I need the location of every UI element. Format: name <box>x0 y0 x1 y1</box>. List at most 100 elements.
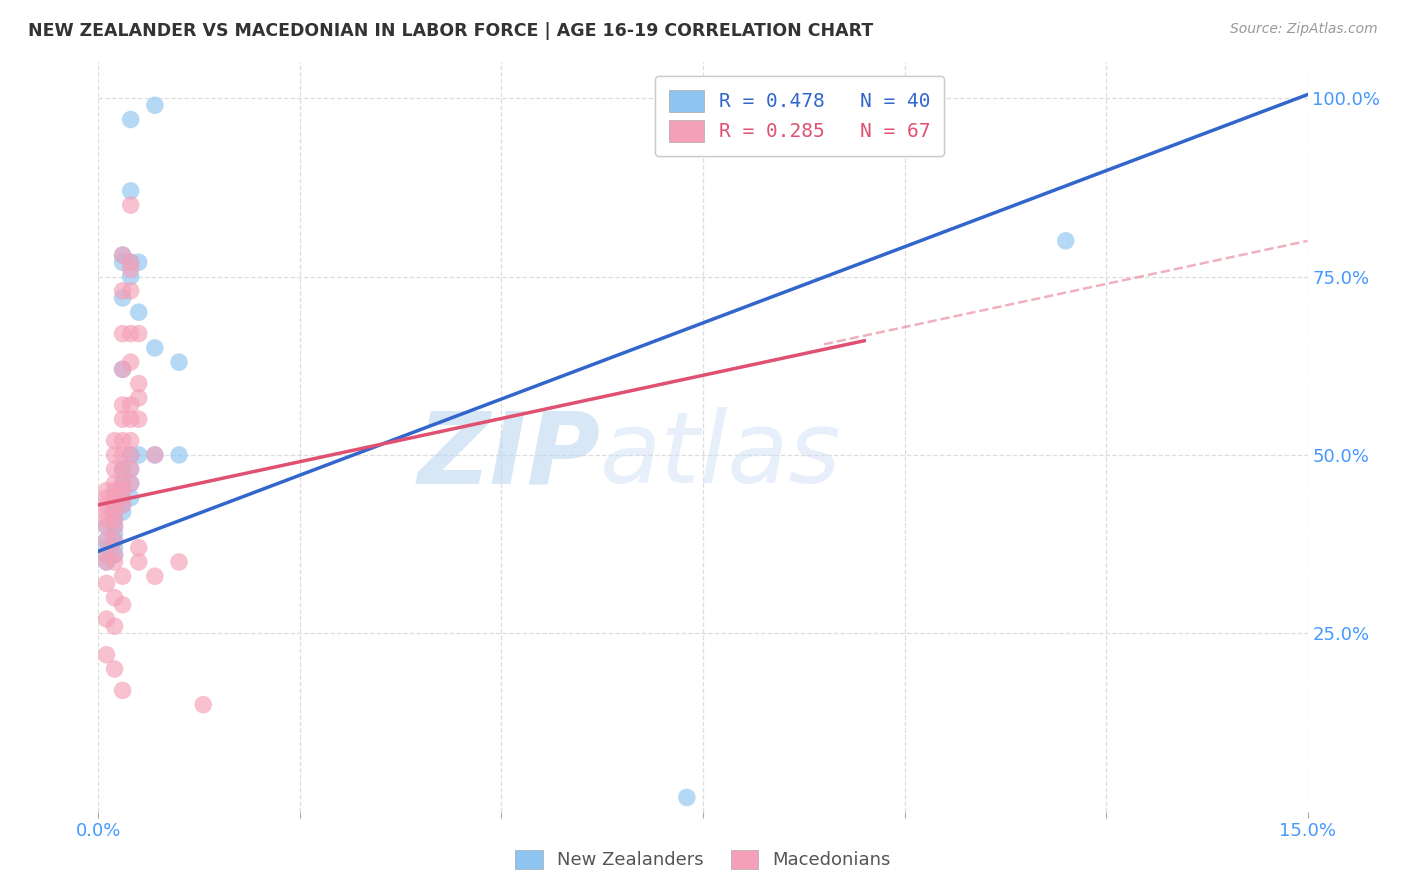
Point <box>103 555 125 569</box>
Point <box>120 476 142 491</box>
Point <box>120 434 142 448</box>
Point <box>103 462 125 476</box>
Point <box>103 619 125 633</box>
Point <box>120 412 142 426</box>
Point <box>103 505 125 519</box>
Point <box>103 498 125 512</box>
Point <box>1054 234 1077 248</box>
Point <box>120 269 142 284</box>
Point <box>96 483 118 498</box>
Point <box>143 341 166 355</box>
Point <box>96 541 118 555</box>
Point <box>103 519 125 533</box>
Point <box>96 612 118 626</box>
Point <box>120 198 142 212</box>
Point <box>120 262 142 277</box>
Point <box>103 434 125 448</box>
Point <box>111 598 134 612</box>
Point <box>96 533 118 548</box>
Point <box>111 362 134 376</box>
Point <box>96 555 118 569</box>
Point <box>103 483 125 498</box>
Point <box>120 255 142 269</box>
Point <box>120 255 142 269</box>
Point <box>111 476 134 491</box>
Point <box>128 305 150 319</box>
Point <box>120 184 142 198</box>
Point <box>103 526 125 541</box>
Point <box>111 476 134 491</box>
Text: Source: ZipAtlas.com: Source: ZipAtlas.com <box>1230 22 1378 37</box>
Point <box>128 412 150 426</box>
Point <box>143 448 166 462</box>
Point <box>103 591 125 605</box>
Point <box>111 248 134 262</box>
Point <box>111 362 134 376</box>
Point <box>167 448 190 462</box>
Point <box>111 498 134 512</box>
Point <box>128 541 150 555</box>
Point <box>128 255 150 269</box>
Point <box>103 519 125 533</box>
Point <box>128 376 150 391</box>
Point <box>111 448 134 462</box>
Point <box>167 555 190 569</box>
Point <box>120 491 142 505</box>
Point <box>103 505 125 519</box>
Point <box>111 462 134 476</box>
Point <box>676 790 699 805</box>
Point <box>96 491 118 505</box>
Point <box>96 555 118 569</box>
Point <box>111 462 134 476</box>
Point <box>96 533 118 548</box>
Legend: R = 0.478   N = 40, R = 0.285   N = 67: R = 0.478 N = 40, R = 0.285 N = 67 <box>655 76 945 156</box>
Point <box>103 512 125 526</box>
Point <box>167 355 190 369</box>
Point <box>111 412 134 426</box>
Point <box>120 476 142 491</box>
Point <box>111 255 134 269</box>
Point <box>111 491 134 505</box>
Point <box>120 326 142 341</box>
Point <box>143 569 166 583</box>
Point <box>120 355 142 369</box>
Point <box>111 291 134 305</box>
Point <box>103 662 125 676</box>
Point <box>128 448 150 462</box>
Point <box>128 555 150 569</box>
Point <box>103 533 125 548</box>
Point <box>111 326 134 341</box>
Point <box>111 683 134 698</box>
Point <box>103 533 125 548</box>
Point <box>103 548 125 562</box>
Point <box>103 476 125 491</box>
Point <box>103 448 125 462</box>
Point <box>96 512 118 526</box>
Point <box>143 98 166 112</box>
Point <box>96 519 118 533</box>
Point <box>111 569 134 583</box>
Point <box>96 498 118 512</box>
Point <box>111 248 134 262</box>
Point <box>120 462 142 476</box>
Text: atlas: atlas <box>600 408 842 504</box>
Point <box>96 505 118 519</box>
Point <box>111 284 134 298</box>
Point <box>111 498 134 512</box>
Text: NEW ZEALANDER VS MACEDONIAN IN LABOR FORCE | AGE 16-19 CORRELATION CHART: NEW ZEALANDER VS MACEDONIAN IN LABOR FOR… <box>28 22 873 40</box>
Point <box>111 505 134 519</box>
Point <box>111 483 134 498</box>
Point <box>120 448 142 462</box>
Point <box>120 284 142 298</box>
Point <box>96 576 118 591</box>
Point <box>120 448 142 462</box>
Point <box>103 491 125 505</box>
Point <box>96 548 118 562</box>
Point <box>128 326 150 341</box>
Point <box>103 498 125 512</box>
Point <box>128 391 150 405</box>
Point <box>193 698 215 712</box>
Point <box>103 512 125 526</box>
Legend: New Zealanders, Macedonians: New Zealanders, Macedonians <box>506 841 900 879</box>
Point <box>96 548 118 562</box>
